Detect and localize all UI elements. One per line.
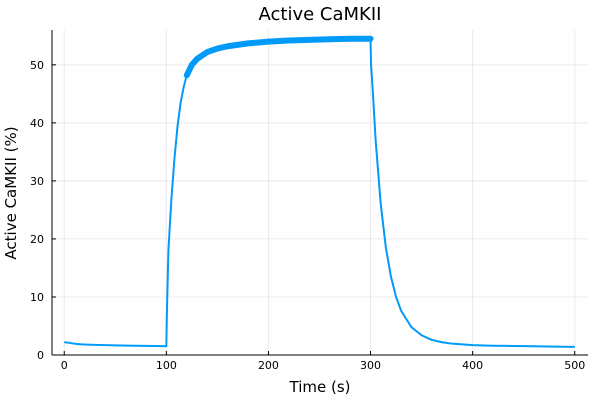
y-tick-label: 40: [30, 117, 44, 130]
y-tick-label: 50: [30, 59, 44, 72]
series-layer: [64, 35, 575, 348]
y-axis-title: Active CaMKII (%): [2, 126, 20, 259]
series-oscillation-band: [183, 35, 374, 79]
x-tick-label: 500: [564, 359, 585, 372]
y-tick-label: 30: [30, 175, 44, 188]
y-tick-label: 0: [37, 349, 44, 362]
tick-labels: 0 100 200 300 400 500 0 10 20 30 40 50: [30, 59, 585, 372]
x-axis-title: Time (s): [289, 378, 351, 396]
chart-title: Active CaMKII: [259, 4, 382, 25]
x-tick-label: 0: [61, 359, 68, 372]
series-line: [64, 37, 575, 348]
x-tick-label: 100: [156, 359, 177, 372]
x-tick-label: 300: [360, 359, 381, 372]
grid: [52, 30, 588, 356]
x-tick-label: 200: [258, 359, 279, 372]
axes: [51, 30, 588, 356]
x-tick-label: 400: [462, 359, 483, 372]
y-tick-label: 10: [30, 291, 44, 304]
y-tick-label: 20: [30, 233, 44, 246]
